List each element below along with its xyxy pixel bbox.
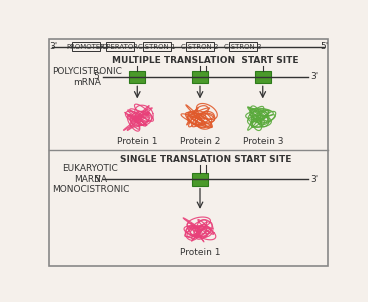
Bar <box>130 71 145 83</box>
Bar <box>255 71 270 83</box>
Text: CISTRON 2: CISTRON 2 <box>181 44 219 50</box>
Bar <box>192 71 208 83</box>
Text: 3': 3' <box>310 72 318 82</box>
Text: Protein 1: Protein 1 <box>117 137 158 146</box>
Bar <box>229 42 257 51</box>
Bar <box>192 173 208 186</box>
Text: Protein 3: Protein 3 <box>243 137 283 146</box>
Text: 3': 3' <box>49 42 57 51</box>
Bar <box>72 42 100 51</box>
Text: 5': 5' <box>320 42 328 51</box>
Bar <box>143 42 171 51</box>
Text: EUKARYOTIC
MARNA
MONOCISTRONIC: EUKARYOTIC MARNA MONOCISTRONIC <box>52 164 129 194</box>
Text: OPERATOR: OPERATOR <box>102 44 139 50</box>
Text: Protein 2: Protein 2 <box>180 137 220 146</box>
Text: POLYCISTRONIC
mRNA: POLYCISTRONIC mRNA <box>52 67 121 87</box>
Text: CISTRON 1: CISTRON 1 <box>138 44 176 50</box>
Text: MULTIPLE TRANSLATION  START SITE: MULTIPLE TRANSLATION START SITE <box>113 56 299 65</box>
Text: PROMOTER: PROMOTER <box>67 44 105 50</box>
Text: Protein 1: Protein 1 <box>180 248 220 257</box>
Text: CISTRON 3: CISTRON 3 <box>224 44 262 50</box>
Text: 5': 5' <box>93 72 102 82</box>
Bar <box>186 42 214 51</box>
Text: SINGLE TRANSLATION START SITE: SINGLE TRANSLATION START SITE <box>120 155 291 164</box>
Text: 3': 3' <box>310 175 318 184</box>
Text: 5': 5' <box>93 175 102 184</box>
Bar <box>106 42 134 51</box>
